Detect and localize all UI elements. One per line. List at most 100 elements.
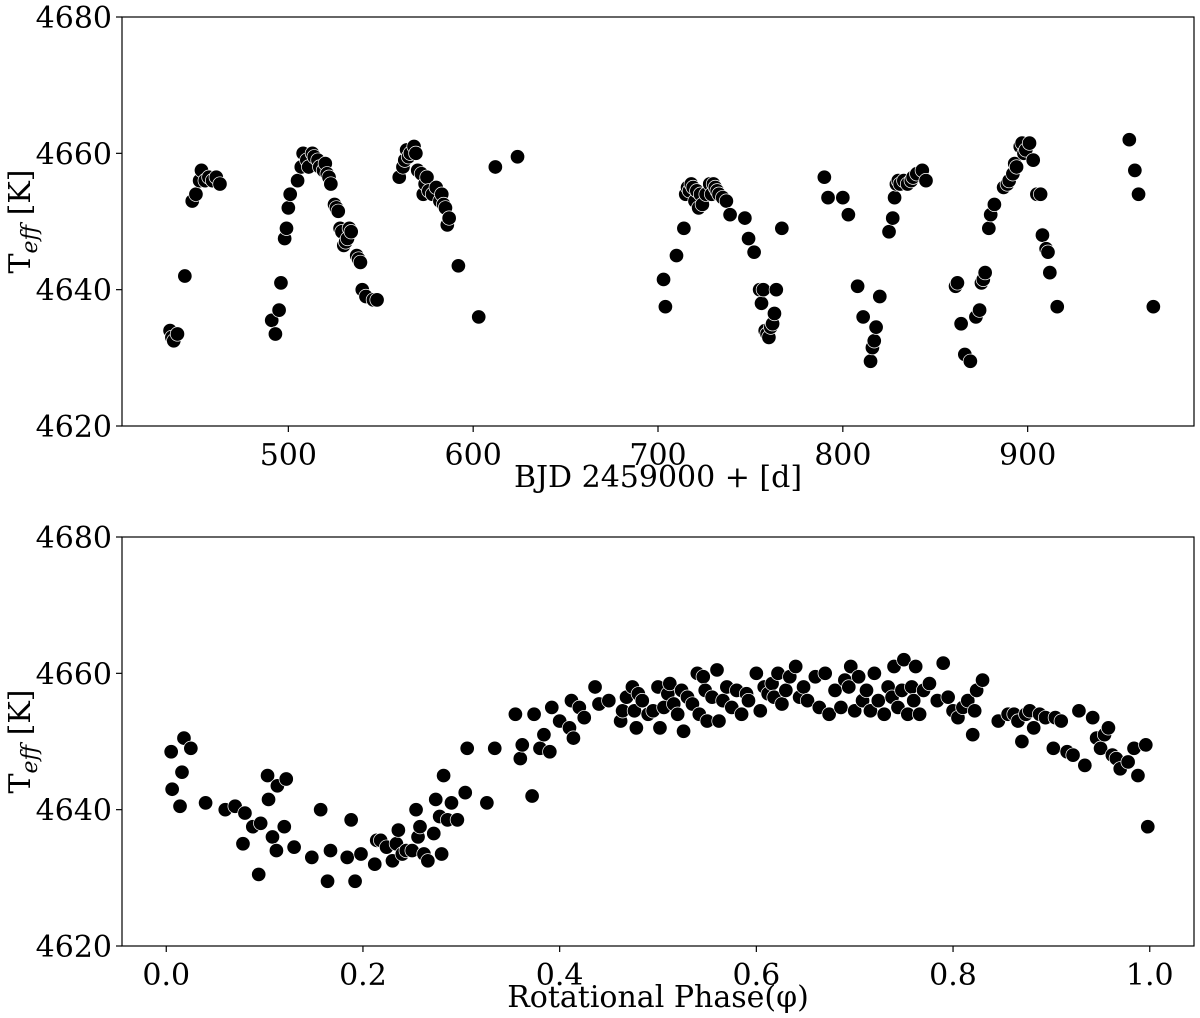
x-axis-title: BJD 2459000 + [d] bbox=[514, 460, 802, 495]
data-point bbox=[1014, 733, 1030, 750]
data-point bbox=[843, 658, 859, 675]
data-point bbox=[188, 186, 204, 202]
data-point bbox=[1034, 227, 1050, 243]
data-point bbox=[542, 744, 558, 760]
data-point bbox=[177, 268, 193, 284]
data-point bbox=[1071, 703, 1087, 719]
data-point bbox=[169, 326, 185, 342]
y-axis-title-subscript: eff bbox=[18, 741, 43, 773]
y-tick-label: 4660 bbox=[36, 137, 112, 172]
y-axis-title-unit: [K] bbox=[3, 690, 38, 745]
data-point bbox=[821, 706, 837, 722]
data-point bbox=[1009, 159, 1025, 175]
data-point bbox=[870, 693, 886, 709]
y-tick-label: 4640 bbox=[36, 794, 112, 829]
data-point bbox=[817, 665, 833, 681]
data-point bbox=[722, 207, 738, 223]
data-point bbox=[198, 795, 214, 811]
y-tick-label: 4620 bbox=[36, 930, 112, 965]
data-point bbox=[753, 295, 770, 311]
data-point bbox=[868, 319, 884, 335]
data-point bbox=[278, 220, 295, 236]
data-point bbox=[347, 873, 363, 889]
data-point bbox=[748, 665, 764, 681]
data-point bbox=[662, 676, 678, 692]
data-point bbox=[1145, 299, 1161, 315]
data-point bbox=[796, 679, 812, 695]
data-point bbox=[788, 658, 804, 675]
data-point bbox=[986, 196, 1002, 213]
data-point bbox=[172, 798, 188, 814]
data-point bbox=[1131, 186, 1147, 202]
plot-frame bbox=[121, 16, 1195, 427]
y-axis-title-subscript: eff bbox=[18, 221, 43, 253]
data-point bbox=[655, 271, 672, 287]
y-axis-title-main: T bbox=[3, 253, 38, 273]
x-tick-label: 1.0 bbox=[1126, 958, 1174, 993]
data-point bbox=[858, 682, 875, 698]
data-point bbox=[544, 699, 560, 715]
data-point bbox=[657, 299, 673, 315]
data-point bbox=[1021, 135, 1038, 151]
data-point bbox=[634, 693, 650, 709]
x-tick-label: 0.2 bbox=[339, 958, 387, 993]
data-point bbox=[855, 309, 871, 325]
data-point bbox=[709, 662, 725, 678]
data-point bbox=[1049, 299, 1065, 315]
data-point bbox=[576, 710, 592, 726]
x-tick-label: 900 bbox=[999, 438, 1056, 473]
data-point bbox=[412, 819, 428, 835]
data-point bbox=[260, 768, 276, 784]
data-point bbox=[676, 220, 692, 236]
data-point bbox=[965, 727, 981, 743]
data-point bbox=[734, 706, 750, 722]
data-point bbox=[711, 713, 727, 729]
data-point bbox=[313, 802, 329, 818]
data-point bbox=[330, 203, 346, 219]
data-point bbox=[1140, 819, 1156, 835]
data-point bbox=[799, 693, 816, 709]
data-point bbox=[1085, 710, 1101, 726]
data-point bbox=[840, 207, 856, 223]
data-point bbox=[408, 145, 424, 161]
data-point bbox=[536, 727, 552, 743]
data-point bbox=[652, 720, 668, 736]
data-point bbox=[953, 316, 969, 332]
data-point bbox=[514, 737, 530, 753]
data-point bbox=[885, 210, 901, 226]
data-point bbox=[1026, 720, 1042, 736]
data-point bbox=[183, 740, 199, 756]
data-point bbox=[408, 802, 424, 818]
data-point bbox=[339, 849, 355, 865]
data-point bbox=[935, 655, 951, 671]
data-point bbox=[746, 244, 762, 260]
data-point bbox=[260, 791, 277, 807]
y-tick-label: 4640 bbox=[36, 274, 112, 309]
data-point bbox=[866, 333, 882, 349]
data-point bbox=[267, 326, 283, 342]
data-point bbox=[441, 210, 457, 226]
data-point bbox=[1138, 737, 1154, 753]
data-point bbox=[981, 220, 997, 236]
data-point bbox=[268, 843, 284, 859]
data-point bbox=[304, 849, 320, 865]
data-point bbox=[1121, 132, 1137, 148]
x-tick-label: 0.6 bbox=[732, 958, 780, 993]
data-point bbox=[565, 730, 581, 746]
data-point bbox=[847, 703, 863, 719]
data-point bbox=[863, 353, 879, 369]
data-point bbox=[766, 305, 782, 322]
data-point bbox=[237, 805, 253, 821]
data-point bbox=[695, 669, 711, 685]
data-point bbox=[487, 159, 503, 175]
data-point bbox=[768, 282, 784, 298]
y-tick-label: 4680 bbox=[36, 1, 112, 36]
data-point bbox=[420, 853, 436, 869]
data-point bbox=[286, 839, 302, 855]
data-point bbox=[276, 819, 292, 835]
data-point bbox=[977, 265, 993, 281]
data-point bbox=[434, 846, 450, 862]
data-point bbox=[741, 230, 757, 247]
data-point bbox=[212, 176, 228, 192]
data-point bbox=[921, 676, 937, 692]
